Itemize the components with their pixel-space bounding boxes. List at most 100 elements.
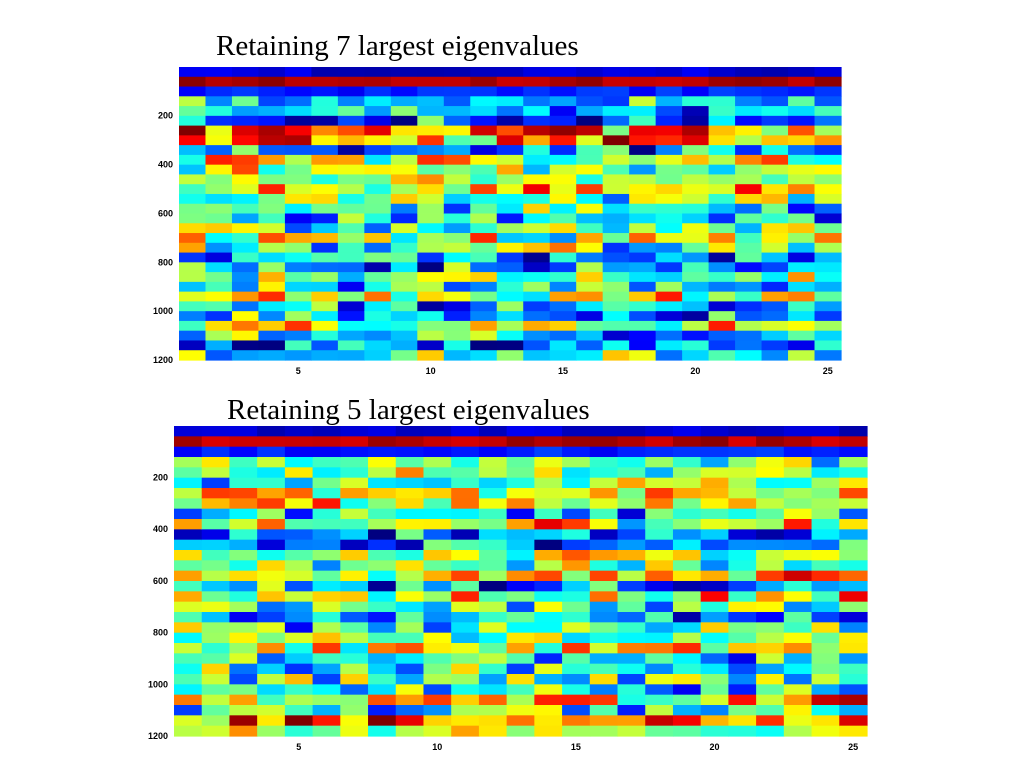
heatmap-cell [229,663,258,675]
heatmap-cell [788,223,816,234]
heatmap-cell [645,529,674,541]
heatmap-cell [523,115,551,127]
heatmap-cell [258,350,286,361]
heatmap-cell [549,96,577,107]
heatmap-cell [478,725,508,737]
heatmap-cell [201,467,231,479]
heatmap-cell [337,96,365,107]
heatmap-cell [311,272,339,283]
heatmap-cell [258,320,286,332]
heatmap-cell [708,174,736,185]
heatmap-cell [284,519,314,530]
heatmap-cell [201,519,231,530]
heatmap-cell [395,601,425,613]
heatmap-cell [811,477,840,489]
heatmap-cell [311,350,339,361]
heatmap-cell [174,457,203,468]
x-tick-label: 10 [426,366,436,376]
heatmap-cell [496,184,524,195]
heatmap-cell [602,125,630,136]
heatmap-cell [672,612,702,623]
heatmap-cell [523,350,551,361]
heatmap-cell [682,213,710,224]
heatmap-cell [708,262,736,273]
heatmap-cell [735,311,763,322]
heatmap-cell [617,550,646,561]
heatmap-cell [708,281,736,293]
chart-title-bottom: Retaining 5 largest eigenvalues [227,394,590,426]
heatmap-cell [478,581,508,592]
heatmap-cell [617,694,646,706]
heatmap-cell [534,519,563,530]
heatmap-cell [496,262,524,273]
heatmap-cell [311,193,339,205]
heatmap-cell [839,612,868,623]
heatmap-cell [257,508,286,520]
heatmap-cell [700,632,729,644]
heatmap-cell [478,467,508,479]
heatmap-cell [417,291,445,302]
heatmap-cell [629,154,657,166]
heatmap-cell [814,330,842,342]
heatmap-cell [368,457,397,468]
heatmap-cell [390,135,418,146]
heatmap-cell [788,330,816,342]
heatmap-cell [708,272,736,283]
heatmap-cell [645,694,674,706]
heatmap-cell [231,193,260,205]
heatmap-cell [735,223,763,234]
heatmap-cell [205,135,233,146]
heatmap-cell [179,252,207,263]
heatmap-cell [708,301,736,312]
heatmap-cell [257,663,286,675]
heatmap-cell [839,725,868,737]
heatmap-cell [761,115,789,127]
heatmap-cell [562,539,591,551]
heatmap-cell [284,560,314,572]
heatmap-cell [257,426,286,437]
heatmap-cell [205,223,233,234]
heatmap-cell [839,446,868,458]
heatmap-cell [368,436,397,448]
heatmap-cell [337,281,365,293]
heatmap-cell [700,581,729,592]
heatmap-cell [783,498,813,510]
heatmap-cell [496,213,524,224]
heatmap-cell [602,262,630,273]
heatmap-cell [672,467,702,479]
heatmap-cell [576,320,604,332]
heatmap-cell [229,653,258,665]
heatmap-cell [312,694,341,706]
heatmap-cell [814,320,842,332]
heatmap-cell [672,601,702,613]
heatmap-cell [728,477,757,489]
heatmap-cell [839,477,868,489]
heatmap-cell [814,125,842,136]
heatmap-cell [478,601,508,613]
heatmap-cell [523,291,551,302]
heatmap-cell [756,570,785,582]
y-tick-label: 400 [153,524,168,534]
heatmap-cell [629,233,657,244]
heatmap-cell [205,262,233,273]
heatmap-cell [728,622,757,634]
heatmap-cell [534,467,563,479]
heatmap-cell [617,446,646,458]
heatmap-cell [735,233,763,244]
heatmap-cell [576,115,604,127]
heatmap-cell [478,488,508,499]
heatmap-cell [417,184,445,195]
heatmap-cell [284,135,312,146]
heatmap-cell [549,330,577,342]
heatmap-cell [761,242,789,254]
heatmap-cell [395,612,425,623]
heatmap-cell [205,174,233,185]
heatmap-cell [602,76,630,88]
heatmap-cell [506,498,535,510]
heatmap-cell [783,529,813,541]
heatmap-cell [443,252,471,263]
heatmap-cell [284,233,312,244]
heatmap-cell [443,262,471,273]
heatmap-cell [201,705,231,716]
heatmap-cell [655,164,683,176]
